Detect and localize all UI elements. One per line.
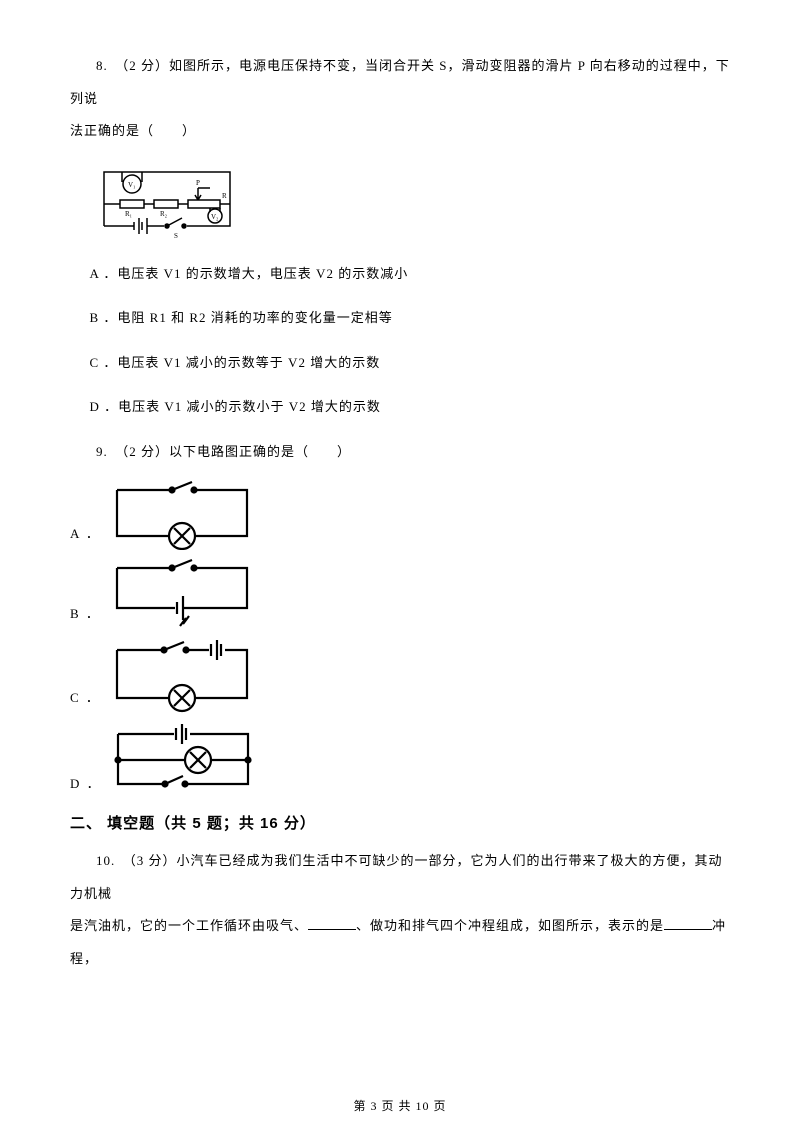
q9-label-a: A ． — [70, 523, 101, 542]
blank-1 — [308, 918, 356, 930]
q10-text-a: 是汽油机，它的一个工作循环由吸气、 — [70, 918, 308, 933]
q9-option-d: D ． — [70, 722, 730, 800]
q9-diagram-c — [107, 638, 257, 714]
q9-label-d: D ． — [70, 773, 102, 792]
blank-2 — [664, 918, 712, 930]
q9-label-b: B ． — [70, 603, 101, 622]
q10-line2: 是汽油机，它的一个工作循环由吸气、、做功和排气四个冲程组成，如图所示，表示的是冲… — [70, 910, 730, 975]
svg-text:R₂: R₂ — [160, 210, 168, 218]
q9-option-a: A ． — [70, 480, 730, 550]
q8-option-d: D ．电压表 V1 减小的示数小于 V2 增大的示数 — [70, 391, 730, 424]
svg-text:V₂: V₂ — [211, 213, 219, 221]
q8-option-c: C ．电压表 V1 减小的示数等于 V2 增大的示数 — [70, 347, 730, 380]
q9-diagram-a — [107, 480, 257, 550]
q9-label-c: C ． — [70, 687, 101, 706]
q8-option-b: B ．电阻 R1 和 R2 消耗的功率的变化量一定相等 — [70, 302, 730, 335]
section-2-title: 二、 填空题（共 5 题；共 16 分） — [70, 812, 730, 833]
svg-text:P: P — [196, 179, 200, 187]
q10-line1: 10. （3 分）小汽车已经成为我们生活中不可缺少的一部分，它为人们的出行带来了… — [70, 845, 730, 910]
q8-stem-line2: 法正确的是（ ） — [70, 115, 730, 148]
svg-text:R: R — [222, 192, 227, 200]
q9-option-c: C ． — [70, 638, 730, 714]
q8-circuit-diagram: V₁ V₂ R₁ R₂ R P S — [92, 160, 730, 240]
svg-text:V₁: V₁ — [128, 181, 136, 189]
q9-stem: 9. （2 分）以下电路图正确的是（ ） — [70, 436, 730, 469]
svg-text:S: S — [174, 232, 178, 240]
q10-text-b: 、做功和排气四个冲程组成，如图所示，表示的是 — [356, 918, 664, 933]
page-footer: 第 3 页 共 10 页 — [0, 1097, 800, 1114]
q9-diagram-b — [107, 558, 257, 630]
svg-text:R₁: R₁ — [125, 210, 132, 218]
q8-option-a: A ．电压表 V1 的示数增大，电压表 V2 的示数减小 — [70, 258, 730, 291]
q9-diagram-d — [108, 722, 258, 800]
q8-stem-line1: 8. （2 分）如图所示，电源电压保持不变，当闭合开关 S，滑动变阻器的滑片 P… — [70, 50, 730, 115]
q9-option-b: B ． — [70, 558, 730, 630]
